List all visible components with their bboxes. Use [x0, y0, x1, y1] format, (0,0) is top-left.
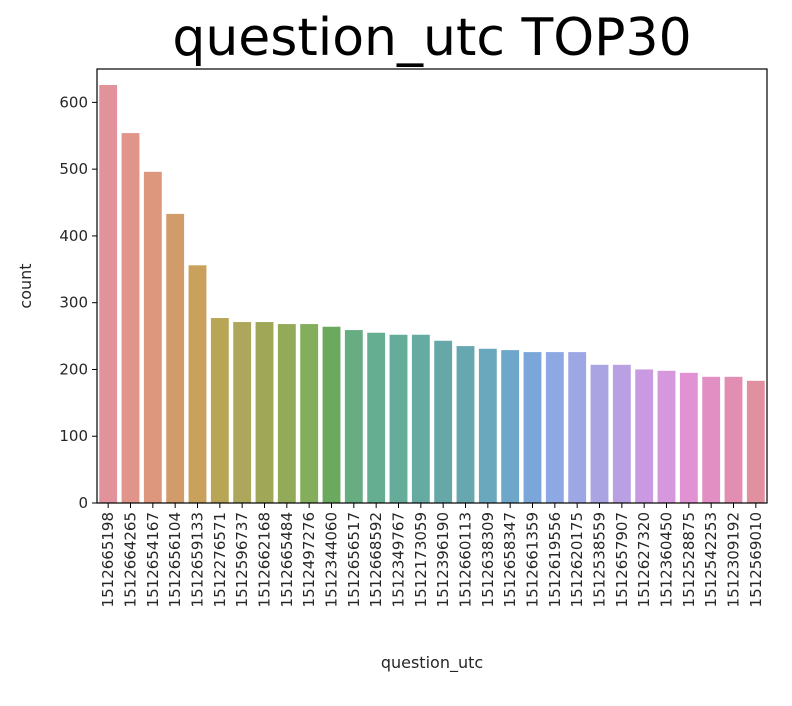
x-tick-label: 1512656517 — [345, 512, 363, 607]
x-tick-label: 1512620175 — [568, 512, 586, 607]
bar-1512276571 — [210, 318, 229, 503]
x-axis-label: question_utc — [381, 653, 483, 673]
x-tick-label: 1512276571 — [211, 512, 229, 607]
x-tick-label: 1512538559 — [591, 512, 609, 607]
x-tick-label: 1512664265 — [122, 512, 140, 607]
bar-1512173059 — [411, 334, 430, 503]
x-tick-label: 1512659133 — [189, 512, 207, 607]
x-tick-label: 1512569010 — [747, 512, 765, 607]
y-axis: 0 100 200 300 400 500 600 — [59, 93, 97, 512]
bar-1512659133 — [188, 265, 207, 503]
bar-1512309192 — [724, 376, 743, 503]
x-axis: 1512665198 1512664265 1512654167 1512656104… — [99, 503, 765, 607]
x-tick-label: 1512619556 — [546, 512, 564, 607]
x-tick-label: 1512349767 — [390, 512, 408, 607]
y-axis-label: count — [16, 263, 35, 308]
bar-1512657907 — [612, 364, 631, 503]
bar-1512497276 — [300, 324, 319, 503]
y-tick-label: 0 — [78, 494, 88, 512]
x-tick-label: 1512596737 — [233, 512, 251, 607]
bar-1512638309 — [478, 348, 497, 503]
x-tick-label: 1512627320 — [635, 512, 653, 607]
bar-1512656104 — [166, 213, 185, 504]
x-tick-label: 1512638309 — [479, 512, 497, 607]
x-tick-label: 1512658347 — [501, 512, 519, 607]
x-tick-label: 1512661359 — [524, 512, 542, 607]
x-tick-label: 1512497276 — [300, 512, 318, 607]
bar-1512665484 — [277, 324, 296, 503]
x-tick-label: 1512656104 — [166, 512, 184, 607]
bar-1512596737 — [233, 322, 252, 503]
bar-1512627320 — [635, 369, 654, 503]
y-tick-label: 100 — [59, 427, 88, 445]
x-tick-label: 1512360450 — [658, 512, 676, 607]
bar-1512656517 — [344, 330, 363, 503]
x-tick-label: 1512662168 — [256, 512, 274, 607]
bar-1512668592 — [367, 332, 386, 503]
bar-1512661359 — [523, 352, 542, 503]
bar-1512538559 — [590, 364, 609, 503]
x-tick-label: 1512660113 — [457, 512, 475, 607]
bar-1512664265 — [121, 133, 140, 504]
x-tick-label: 1512542253 — [702, 512, 720, 607]
bar-1512665198 — [99, 85, 118, 504]
x-tick-label: 1512396190 — [434, 512, 452, 607]
bar-1512396190 — [434, 340, 453, 503]
bar-1512349767 — [389, 334, 408, 503]
y-tick-label: 500 — [59, 160, 88, 178]
bar-1512360450 — [657, 370, 676, 503]
y-tick-label: 300 — [59, 294, 88, 312]
x-tick-label: 1512344060 — [323, 512, 341, 607]
x-tick-label: 1512173059 — [412, 512, 430, 607]
bar-1512660113 — [456, 346, 475, 503]
bar-1512620175 — [568, 352, 587, 503]
x-tick-label: 1512665198 — [99, 512, 117, 607]
x-tick-label: 1512668592 — [367, 512, 385, 607]
bar-1512619556 — [545, 352, 564, 503]
x-tick-label: 1512654167 — [144, 512, 162, 607]
x-tick-label: 1512309192 — [725, 512, 743, 607]
x-tick-label: 1512665484 — [278, 512, 296, 607]
bar-1512569010 — [746, 380, 765, 503]
bar-1512528875 — [679, 372, 698, 503]
bar-1512654167 — [143, 171, 162, 503]
bar-1512662168 — [255, 322, 274, 503]
y-tick-label: 600 — [59, 93, 88, 111]
x-tick-label: 1512657907 — [613, 512, 631, 607]
plot-frame — [96, 68, 768, 504]
bar-1512344060 — [322, 326, 341, 503]
x-tick-label: 1512528875 — [680, 512, 698, 607]
y-tick-label: 400 — [59, 227, 88, 245]
plot-area — [99, 85, 765, 504]
bar-1512658347 — [501, 350, 520, 503]
y-tick-label: 200 — [59, 360, 88, 378]
chart-title: question_utc TOP30 — [172, 8, 691, 68]
bar-1512542253 — [702, 376, 721, 503]
